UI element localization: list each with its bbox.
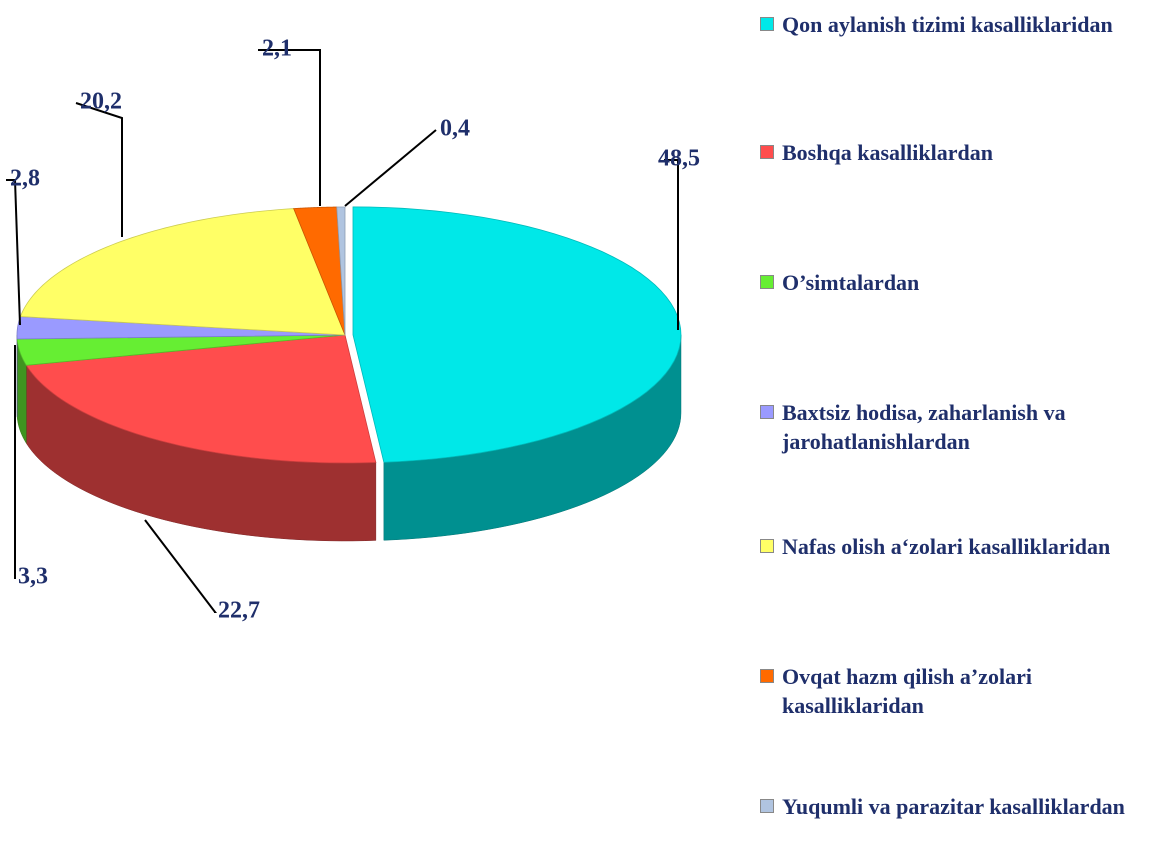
value-label: 22,7	[218, 598, 260, 624]
value-label: 20,2	[80, 89, 122, 115]
legend-label: Ovqat hazm qilish a’zolari kasalliklarid…	[782, 664, 1032, 718]
pie-slice	[19, 208, 346, 336]
leader-line	[664, 159, 679, 330]
pie-slice	[16, 334, 346, 366]
legend-swatch	[760, 539, 774, 553]
legend-item: Nafas olish a‘zolari kasalliklaridan	[760, 532, 1140, 561]
value-label: 3,3	[18, 564, 48, 590]
legend-item: Qon aylanish tizimi kasalliklaridan	[760, 10, 1140, 39]
legend-item: Yuqumli va parazitar kasalliklardan	[760, 792, 1140, 821]
value-label: 0,4	[440, 116, 470, 142]
legend-swatch	[760, 275, 774, 289]
legend-swatch	[760, 17, 774, 31]
legend-item: Boshqa kasalliklardan	[760, 138, 1140, 167]
legend-swatch	[760, 145, 774, 159]
leader-line	[75, 102, 123, 237]
legend-item: Ovqat hazm qilish a’zolari kasalliklarid…	[760, 662, 1140, 720]
legend-swatch	[760, 799, 774, 813]
legend-label: Nafas olish a‘zolari kasalliklaridan	[782, 534, 1111, 559]
value-label: 2,1	[262, 36, 292, 62]
leader-line	[344, 129, 437, 207]
leader-line	[144, 519, 218, 613]
legend-label: O’simtalardan	[782, 270, 920, 295]
pie-slice	[352, 206, 682, 463]
legend-label: Qon aylanish tizimi kasalliklaridan	[782, 12, 1113, 37]
legend-label: Yuqumli va parazitar kasalliklardan	[782, 794, 1125, 819]
legend-item: O’simtalardan	[760, 268, 1140, 297]
leader-line	[258, 49, 321, 206]
pie-slice	[293, 206, 346, 336]
value-label: 2,8	[10, 166, 40, 192]
chart: 48,5 22,7 3,3 2,8 20,2 2,1 0,4	[6, 36, 700, 624]
pie-tops	[16, 206, 682, 464]
pie-slice	[336, 206, 346, 336]
pie-sides	[16, 334, 682, 542]
leader-line	[14, 345, 16, 579]
legend-item: Baxtsiz hodisa, zaharlanish va jarohatla…	[760, 398, 1140, 456]
legend-label: Baxtsiz hodisa, zaharlanish va jarohatla…	[782, 400, 1066, 454]
pie-slice	[25, 334, 377, 464]
legend-label: Boshqa kasalliklardan	[782, 140, 993, 165]
legend-swatch	[760, 405, 774, 419]
value-label: 48,5	[658, 146, 700, 172]
legend-swatch	[760, 669, 774, 683]
leader-line	[6, 179, 21, 326]
